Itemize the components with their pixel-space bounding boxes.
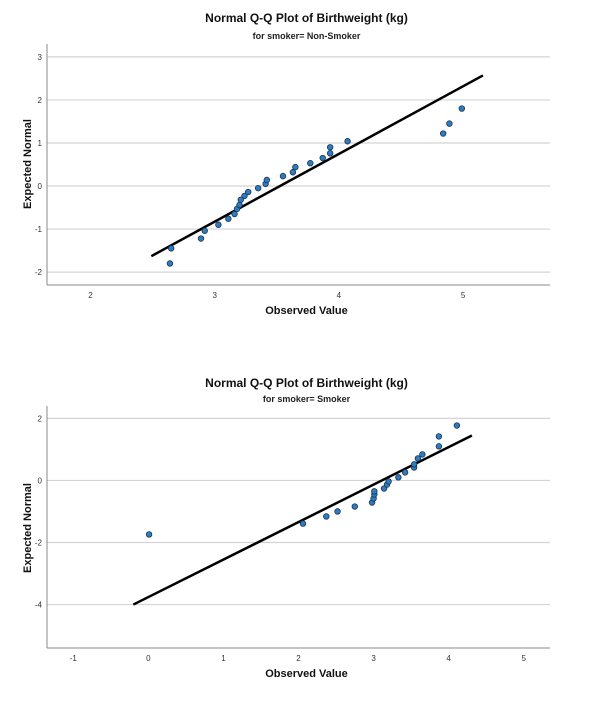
data-point bbox=[166, 260, 174, 267]
reference-line bbox=[132, 434, 473, 606]
y-tick-label: -1 bbox=[35, 225, 43, 234]
data-point bbox=[371, 488, 378, 495]
data-point bbox=[439, 130, 447, 137]
y-tick-label: -2 bbox=[35, 539, 43, 548]
data-point bbox=[344, 138, 351, 145]
data-point bbox=[401, 469, 409, 476]
data-point bbox=[167, 245, 175, 252]
chart-subtitle: for smoker= Smoker bbox=[262, 394, 351, 404]
x-tick-label: 5 bbox=[461, 291, 466, 300]
reference-line bbox=[150, 74, 484, 258]
data-point bbox=[326, 144, 334, 151]
data-point bbox=[334, 508, 341, 515]
data-point bbox=[319, 154, 326, 162]
x-tick-label: 4 bbox=[446, 654, 451, 663]
data-point bbox=[237, 196, 244, 203]
plot-area: -2 -1 0 1 2 3 2 3 4 5 bbox=[35, 44, 550, 300]
x-tick-label: 3 bbox=[212, 291, 217, 300]
y-tick-label: 3 bbox=[38, 53, 43, 62]
data-point bbox=[299, 520, 307, 527]
data-point bbox=[326, 150, 334, 157]
data-point bbox=[215, 221, 222, 228]
data-point bbox=[435, 443, 443, 450]
data-point bbox=[289, 169, 297, 176]
data-point bbox=[385, 478, 392, 485]
data-point bbox=[410, 461, 418, 468]
data-point bbox=[395, 474, 402, 481]
chart-title: Normal Q-Q Plot of Birthweight (kg) bbox=[205, 376, 408, 390]
y-tick-label: 1 bbox=[38, 139, 43, 148]
data-point bbox=[458, 105, 466, 112]
data-point bbox=[435, 433, 443, 440]
x-tick-label: 4 bbox=[337, 291, 342, 300]
y-tick-label: 2 bbox=[38, 414, 43, 423]
qq-plot-non-smoker: Normal Q-Q Plot of Birthweight (kg) for … bbox=[0, 0, 613, 355]
x-axis-label: Observed Value bbox=[265, 668, 348, 680]
data-point bbox=[292, 163, 299, 171]
x-tick-label: 2 bbox=[296, 654, 301, 663]
data-point bbox=[307, 160, 314, 167]
data-point bbox=[244, 188, 252, 196]
chart-subtitle: for smoker= Non-Smoker bbox=[252, 31, 361, 41]
x-tick-label: -1 bbox=[70, 654, 78, 663]
chart-title: Normal Q-Q Plot of Birthweight (kg) bbox=[205, 11, 408, 25]
x-tick-label: 2 bbox=[88, 291, 93, 300]
data-point bbox=[279, 172, 287, 180]
y-tick-label: 2 bbox=[38, 96, 43, 105]
y-tick-label: -2 bbox=[35, 268, 43, 277]
data-point bbox=[351, 503, 359, 510]
data-point bbox=[145, 531, 153, 538]
data-point bbox=[446, 120, 453, 127]
data-point bbox=[197, 235, 205, 242]
x-axis-label: Observed Value bbox=[265, 305, 348, 317]
y-tick-label: 0 bbox=[38, 182, 43, 191]
data-point bbox=[241, 192, 248, 200]
x-tick-label: 1 bbox=[221, 654, 226, 663]
data-point bbox=[419, 451, 426, 458]
x-tick-label: 0 bbox=[146, 654, 151, 663]
data-point bbox=[231, 210, 238, 218]
y-tick-label: -4 bbox=[35, 601, 43, 610]
data-point bbox=[453, 422, 461, 429]
data-point bbox=[225, 215, 232, 222]
data-point bbox=[323, 513, 330, 520]
x-tick-label: 3 bbox=[371, 654, 376, 663]
x-tick-label: 5 bbox=[521, 654, 526, 663]
data-point bbox=[254, 184, 262, 192]
y-tick-label: 0 bbox=[38, 476, 43, 485]
data-point bbox=[263, 176, 271, 184]
data-point bbox=[414, 455, 422, 462]
data-point bbox=[201, 227, 208, 234]
